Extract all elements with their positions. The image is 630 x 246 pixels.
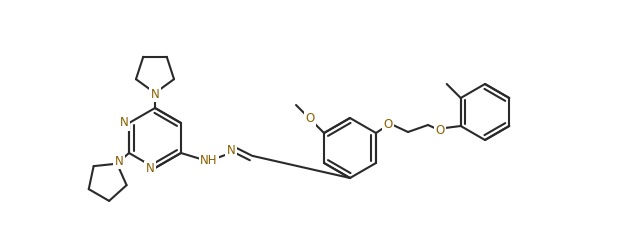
Text: N: N [151,88,159,101]
Text: N: N [146,163,154,175]
Text: O: O [384,119,392,132]
Text: N: N [115,155,123,168]
Text: NH: NH [200,154,218,167]
Text: N: N [227,144,236,157]
Text: N: N [120,117,129,129]
Text: O: O [306,112,314,125]
Text: O: O [435,123,445,137]
